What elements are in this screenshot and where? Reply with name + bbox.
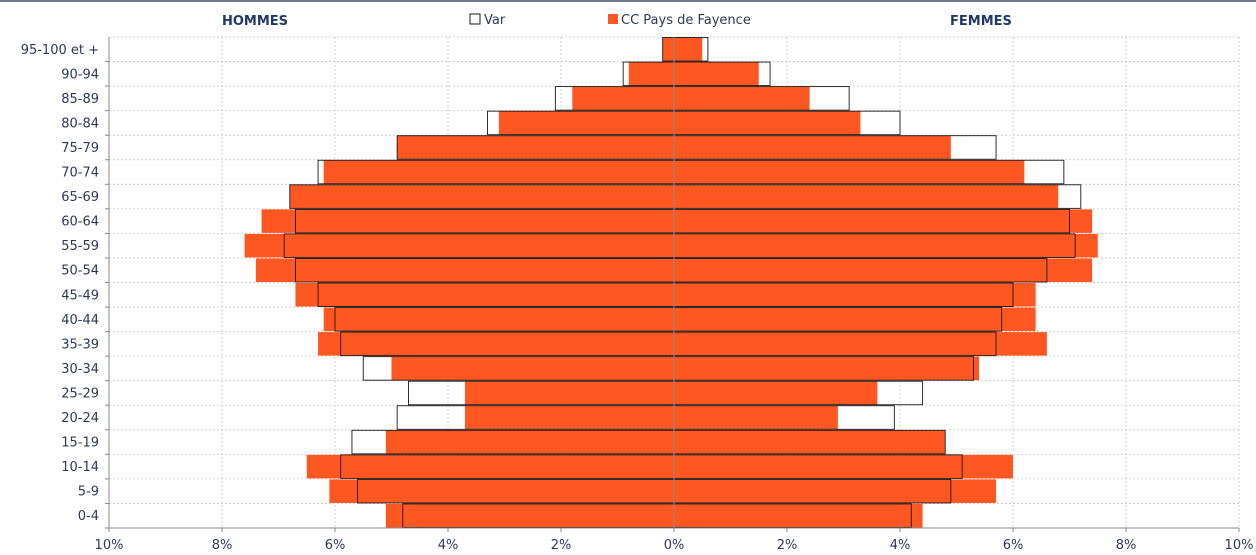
bar-cc-men [329,479,674,503]
bar-cc-women [674,332,1047,356]
age-label: 50-54 [61,264,99,279]
age-label: 5-9 [78,485,99,500]
bar-cc-men [255,258,674,282]
bar-cc-women [674,479,997,503]
bar-cc-women [674,62,759,86]
bar-cc-men [244,233,674,258]
x-tick-label: 8% [1116,538,1137,553]
age-label: 0-4 [78,509,99,524]
age-label: 80-84 [61,116,99,131]
x-tick-label: 10% [95,538,124,553]
bar-cc-men [572,86,674,111]
legend-swatch-var [469,13,481,25]
legend-label-cc: CC Pays de Fayence [621,13,751,28]
bar-cc-women [674,86,810,111]
bar-cc-men [662,37,674,62]
bar-cc-women [674,405,838,430]
axis [105,37,1240,532]
bar-cc-women [674,356,980,381]
bar-cc-men [318,332,674,356]
bar-cc-women [674,184,1059,209]
x-tick-labels: 10% 8% 6% 4% 2% 0% 2% 4% 6% 8% 10% [95,538,1254,553]
bar-cc-women [674,454,1013,479]
bar-cc-men [391,356,674,381]
x-tick-label: 10% [1225,538,1254,553]
legend: Var CC Pays de Fayence [469,13,751,28]
bar-cc-women [674,160,1025,184]
bar-cc-women [674,283,1036,307]
x-tick-label: 2% [777,538,798,553]
bar-cc-men [261,209,674,233]
legend-swatch-cc [608,14,618,24]
age-label: 35-39 [61,337,99,352]
bar-cc-men [628,62,674,86]
men-label: HOMMES [222,14,288,29]
legend-label-var: Var [484,13,506,28]
x-tick-label: 4% [890,538,911,553]
bar-cc-women [674,503,923,528]
bar-cc-men [306,454,674,479]
bar-cc-women [674,258,1093,282]
x-tick-label: 2% [551,538,572,553]
bar-cc-men [385,503,674,528]
age-label: 85-89 [61,92,99,107]
age-label: 30-34 [61,362,99,377]
age-label: 70-74 [61,166,99,181]
x-tick-label: 8% [212,538,233,553]
bar-cc-men [397,135,674,160]
x-tick-label: 0% [664,538,685,553]
x-tick-label: 6% [325,538,346,553]
age-label: 40-44 [61,313,99,328]
bar-cc-women [674,381,878,405]
bar-cc-men [385,430,674,454]
bar-cc-women [674,307,1036,332]
bar-cc-men [289,184,674,209]
age-label: 60-64 [61,215,99,230]
age-label: 25-29 [61,386,99,401]
x-tick-label: 6% [1003,538,1024,553]
bar-cc-women [674,430,946,454]
bar-cc-men [323,307,674,332]
bar-cc-men [464,405,674,430]
age-label: 15-19 [61,436,99,451]
bar-cc-men [498,111,674,135]
bars-cc [244,37,1098,528]
age-label: 75-79 [61,141,99,156]
women-label: FEMMES [950,14,1012,29]
bar-cc-men [295,283,674,307]
bar-cc-men [464,381,674,405]
bar-cc-men [323,160,674,184]
age-label: 10-14 [61,460,99,475]
age-label: 65-69 [61,190,99,205]
age-labels: 0-4 5-9 10-14 15-19 20-24 25-29 30-34 35-39 40-4… [21,43,99,524]
bar-cc-women [674,37,703,62]
age-label: 95-100 et + [21,43,99,58]
age-label: 90-94 [61,67,99,82]
bar-cc-women [674,209,1093,233]
bar-cc-women [674,111,861,135]
age-label: 45-49 [61,288,99,303]
bar-cc-women [674,135,951,160]
x-tick-label: 4% [438,538,459,553]
bar-cc-women [674,233,1098,258]
age-label: 55-59 [61,239,99,254]
age-label: 20-24 [61,411,99,426]
